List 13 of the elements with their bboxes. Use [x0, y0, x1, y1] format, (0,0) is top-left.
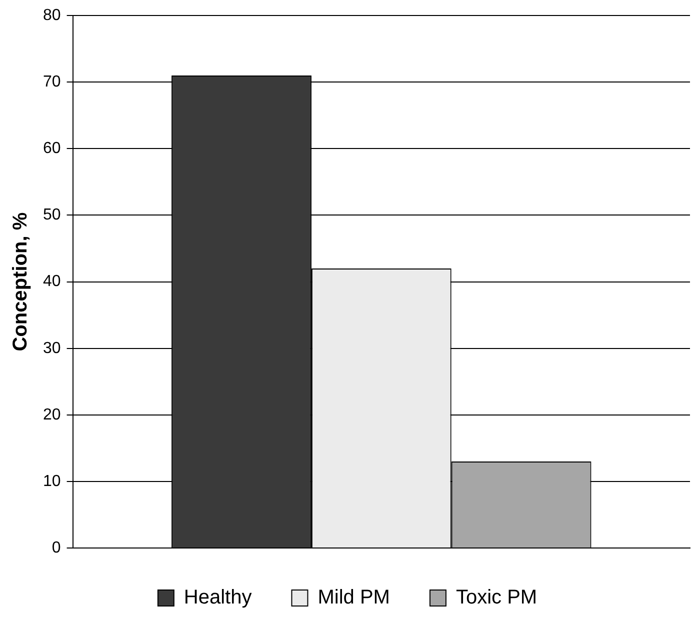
y-tick-label: 50	[43, 206, 61, 224]
y-tick-label: 70	[43, 74, 61, 91]
y-tick-label: 40	[43, 273, 61, 290]
y-tick-label: 0	[52, 539, 61, 556]
y-tick-label: 80	[43, 7, 61, 24]
y-axis-title: Conception, %	[10, 212, 32, 352]
legend-label: Healthy	[184, 586, 252, 609]
legend-label: Mild PM	[318, 586, 390, 609]
y-tick-label: 60	[43, 140, 61, 158]
y-tick-label: 10	[43, 472, 61, 490]
legend-label: Toxic PM	[456, 586, 538, 609]
y-tick-label: 30	[43, 340, 61, 357]
y-tick-label: 20	[43, 406, 61, 424]
